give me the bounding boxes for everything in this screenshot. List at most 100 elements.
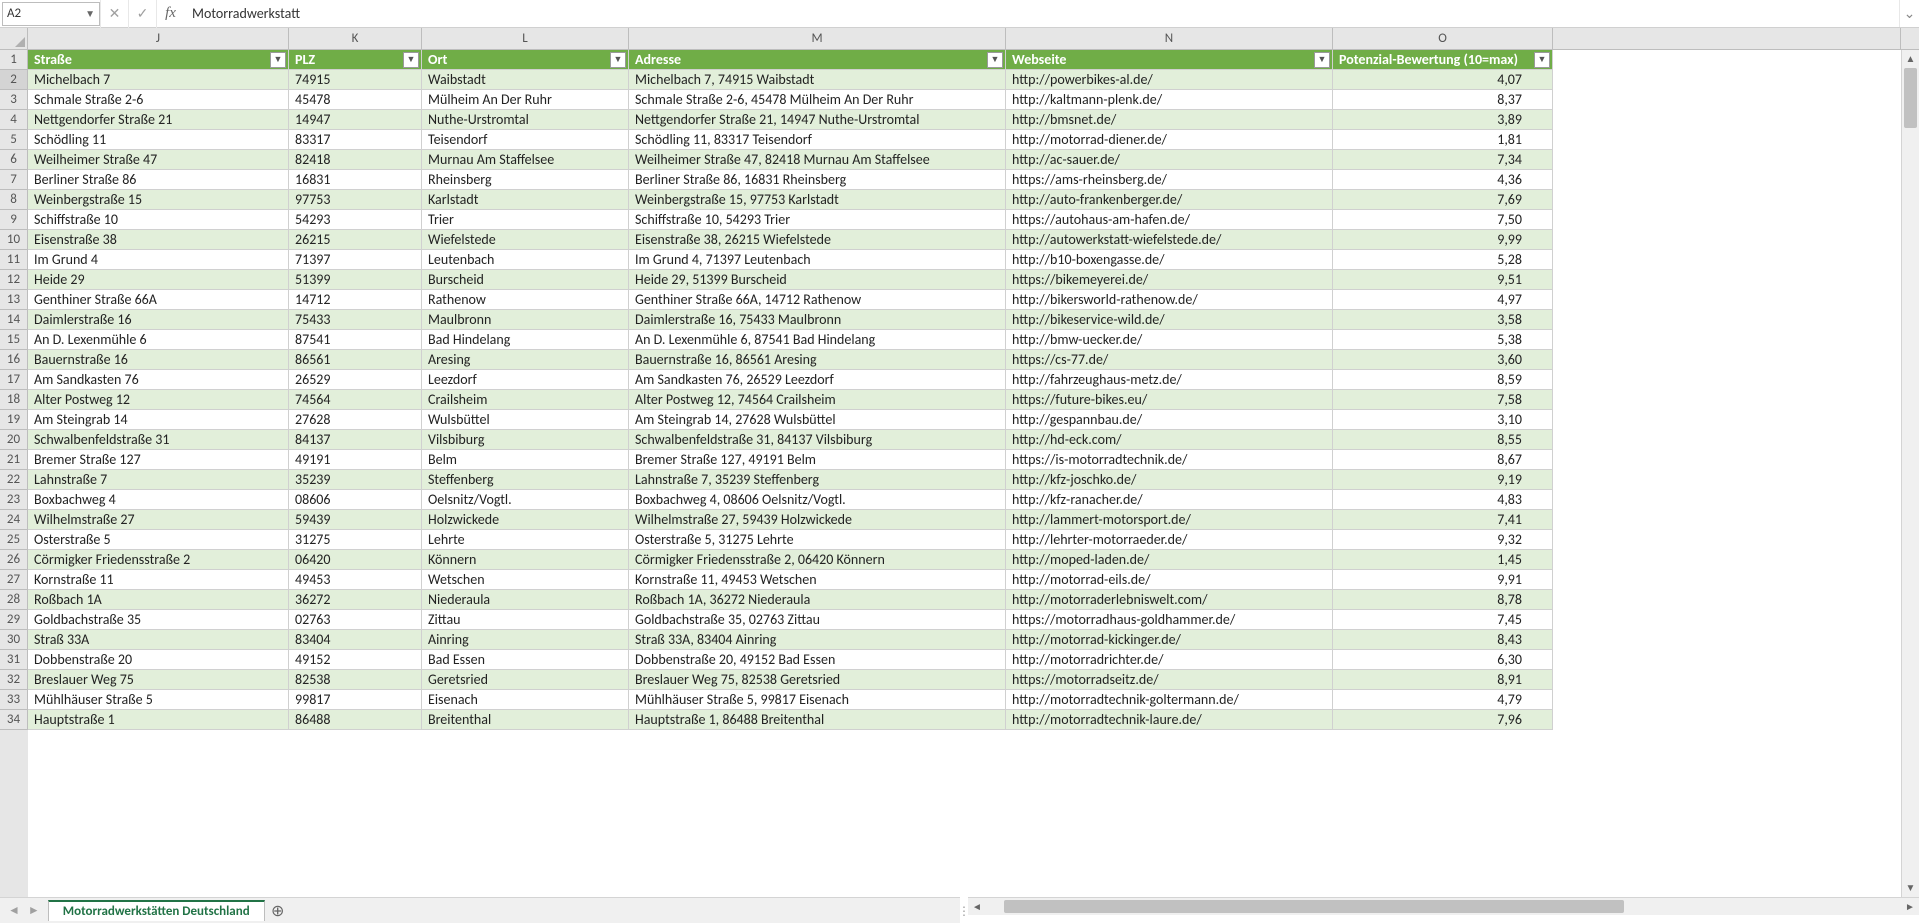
table-cell[interactable]: 8,59 xyxy=(1333,370,1553,390)
table-cell[interactable]: http://lammert-motorsport.de/ xyxy=(1006,510,1333,530)
row-header[interactable]: 18 xyxy=(0,390,28,410)
table-cell[interactable]: http://hd-eck.com/ xyxy=(1006,430,1333,450)
table-cell[interactable]: Weinbergstraße 15 xyxy=(28,190,289,210)
table-cell[interactable]: https://motorradhaus-goldhammer.de/ xyxy=(1006,610,1333,630)
table-header-cell[interactable]: Webseite▼ xyxy=(1006,50,1333,70)
row-header[interactable]: 28 xyxy=(0,590,28,610)
table-cell[interactable]: Boxbachweg 4, 08606 Oelsnitz/Vogtl. xyxy=(629,490,1006,510)
row-header[interactable]: 13 xyxy=(0,290,28,310)
filter-dropdown-button[interactable]: ▼ xyxy=(987,52,1003,68)
table-cell[interactable]: 45478 xyxy=(289,90,422,110)
table-cell[interactable]: Kornstraße 11 xyxy=(28,570,289,590)
table-cell[interactable]: Berliner Straße 86, 16831 Rheinsberg xyxy=(629,170,1006,190)
table-header-cell[interactable]: Straße▼ xyxy=(28,50,289,70)
table-cell[interactable]: 75433 xyxy=(289,310,422,330)
row-header[interactable]: 5 xyxy=(0,130,28,150)
table-header-cell[interactable]: PLZ▼ xyxy=(289,50,422,70)
table-cell[interactable]: Weilheimer Straße 47, 82418 Murnau Am St… xyxy=(629,150,1006,170)
table-cell[interactable]: http://motorradrichter.de/ xyxy=(1006,650,1333,670)
table-cell[interactable]: Teisendorf xyxy=(422,130,629,150)
select-all-corner[interactable] xyxy=(0,28,28,50)
table-cell[interactable]: 35239 xyxy=(289,470,422,490)
row-header[interactable]: 26 xyxy=(0,550,28,570)
table-cell[interactable]: Daimlerstraße 16 xyxy=(28,310,289,330)
table-cell[interactable]: Trier xyxy=(422,210,629,230)
table-cell[interactable]: Bauernstraße 16 xyxy=(28,350,289,370)
table-cell[interactable]: 27628 xyxy=(289,410,422,430)
table-cell[interactable]: 54293 xyxy=(289,210,422,230)
table-cell[interactable]: http://bikeservice-wild.de/ xyxy=(1006,310,1333,330)
row-header[interactable]: 2 xyxy=(0,70,28,90)
tab-split-handle[interactable] xyxy=(960,897,968,923)
table-cell[interactable]: Cörmigker Friedensstraße 2, 06420 Könner… xyxy=(629,550,1006,570)
row-header[interactable]: 11 xyxy=(0,250,28,270)
add-sheet-button[interactable]: ⊕ xyxy=(265,901,291,921)
table-cell[interactable]: http://ac-sauer.de/ xyxy=(1006,150,1333,170)
table-cell[interactable]: Ainring xyxy=(422,630,629,650)
table-cell[interactable]: Maulbronn xyxy=(422,310,629,330)
table-cell[interactable]: 5,38 xyxy=(1333,330,1553,350)
table-cell[interactable]: 3,58 xyxy=(1333,310,1553,330)
table-cell[interactable]: Könnern xyxy=(422,550,629,570)
row-header[interactable]: 12 xyxy=(0,270,28,290)
table-cell[interactable]: http://kfz-ranacher.de/ xyxy=(1006,490,1333,510)
table-cell[interactable]: Mühlhäuser Straße 5, 99817 Eisenach xyxy=(629,690,1006,710)
row-header[interactable]: 7 xyxy=(0,170,28,190)
table-cell[interactable]: Leezdorf xyxy=(422,370,629,390)
table-cell[interactable]: Am Steingrab 14 xyxy=(28,410,289,430)
row-header[interactable]: 16 xyxy=(0,350,28,370)
hscroll-track[interactable] xyxy=(1004,898,1883,915)
table-cell[interactable]: Aresing xyxy=(422,350,629,370)
table-cell[interactable]: 4,07 xyxy=(1333,70,1553,90)
table-cell[interactable]: Wetschen xyxy=(422,570,629,590)
table-cell[interactable]: Goldbachstraße 35 xyxy=(28,610,289,630)
table-cell[interactable]: Karlstadt xyxy=(422,190,629,210)
table-cell[interactable]: 14947 xyxy=(289,110,422,130)
table-cell[interactable]: Osterstraße 5, 31275 Lehrte xyxy=(629,530,1006,550)
table-cell[interactable]: Im Grund 4, 71397 Leutenbach xyxy=(629,250,1006,270)
row-header[interactable]: 30 xyxy=(0,630,28,650)
table-cell[interactable]: 7,50 xyxy=(1333,210,1553,230)
table-cell[interactable]: Genthiner Straße 66A xyxy=(28,290,289,310)
table-cell[interactable]: 4,83 xyxy=(1333,490,1553,510)
row-header[interactable]: 15 xyxy=(0,330,28,350)
table-cell[interactable]: Eisenach xyxy=(422,690,629,710)
table-cell[interactable]: 99817 xyxy=(289,690,422,710)
table-header-cell[interactable]: Potenzial-Bewertung (10=max)▼ xyxy=(1333,50,1553,70)
table-cell[interactable]: Wilhelmstraße 27 xyxy=(28,510,289,530)
tab-prev-icon[interactable]: ► xyxy=(28,903,40,918)
table-cell[interactable]: Niederaula xyxy=(422,590,629,610)
table-cell[interactable]: Daimlerstraße 16, 75433 Maulbronn xyxy=(629,310,1006,330)
table-cell[interactable]: 4,36 xyxy=(1333,170,1553,190)
table-cell[interactable]: Bad Hindelang xyxy=(422,330,629,350)
table-cell[interactable]: Wilhelmstraße 27, 59439 Holzwickede xyxy=(629,510,1006,530)
table-cell[interactable]: 9,32 xyxy=(1333,530,1553,550)
table-cell[interactable]: https://bikemeyerei.de/ xyxy=(1006,270,1333,290)
column-header[interactable]: J xyxy=(28,28,289,50)
row-header[interactable]: 6 xyxy=(0,150,28,170)
table-cell[interactable]: 59439 xyxy=(289,510,422,530)
scroll-right-button[interactable]: ► xyxy=(1901,898,1919,916)
table-cell[interactable]: 4,97 xyxy=(1333,290,1553,310)
fx-button[interactable]: fx xyxy=(156,0,184,28)
table-cell[interactable]: Roßbach 1A xyxy=(28,590,289,610)
table-cell[interactable]: http://fahrzeughaus-metz.de/ xyxy=(1006,370,1333,390)
table-cell[interactable]: https://autohaus-am-hafen.de/ xyxy=(1006,210,1333,230)
table-cell[interactable]: 8,43 xyxy=(1333,630,1553,650)
table-cell[interactable]: Crailsheim xyxy=(422,390,629,410)
table-cell[interactable]: 83404 xyxy=(289,630,422,650)
table-cell[interactable]: https://ams-rheinsberg.de/ xyxy=(1006,170,1333,190)
table-cell[interactable]: Straß 33A, 83404 Ainring xyxy=(629,630,1006,650)
table-cell[interactable]: Schödling 11, 83317 Teisendorf xyxy=(629,130,1006,150)
table-cell[interactable]: Eisenstraße 38, 26215 Wiefelstede xyxy=(629,230,1006,250)
table-cell[interactable]: 08606 xyxy=(289,490,422,510)
table-cell[interactable]: Burscheid xyxy=(422,270,629,290)
table-cell[interactable]: Steffenberg xyxy=(422,470,629,490)
table-cell[interactable]: Weilheimer Straße 47 xyxy=(28,150,289,170)
table-cell[interactable]: An D. Lexenmühle 6, 87541 Bad Hindelang xyxy=(629,330,1006,350)
table-cell[interactable]: Lahnstraße 7 xyxy=(28,470,289,490)
table-cell[interactable]: 71397 xyxy=(289,250,422,270)
table-cell[interactable]: 49453 xyxy=(289,570,422,590)
table-cell[interactable]: 86488 xyxy=(289,710,422,730)
row-header[interactable]: 31 xyxy=(0,650,28,670)
